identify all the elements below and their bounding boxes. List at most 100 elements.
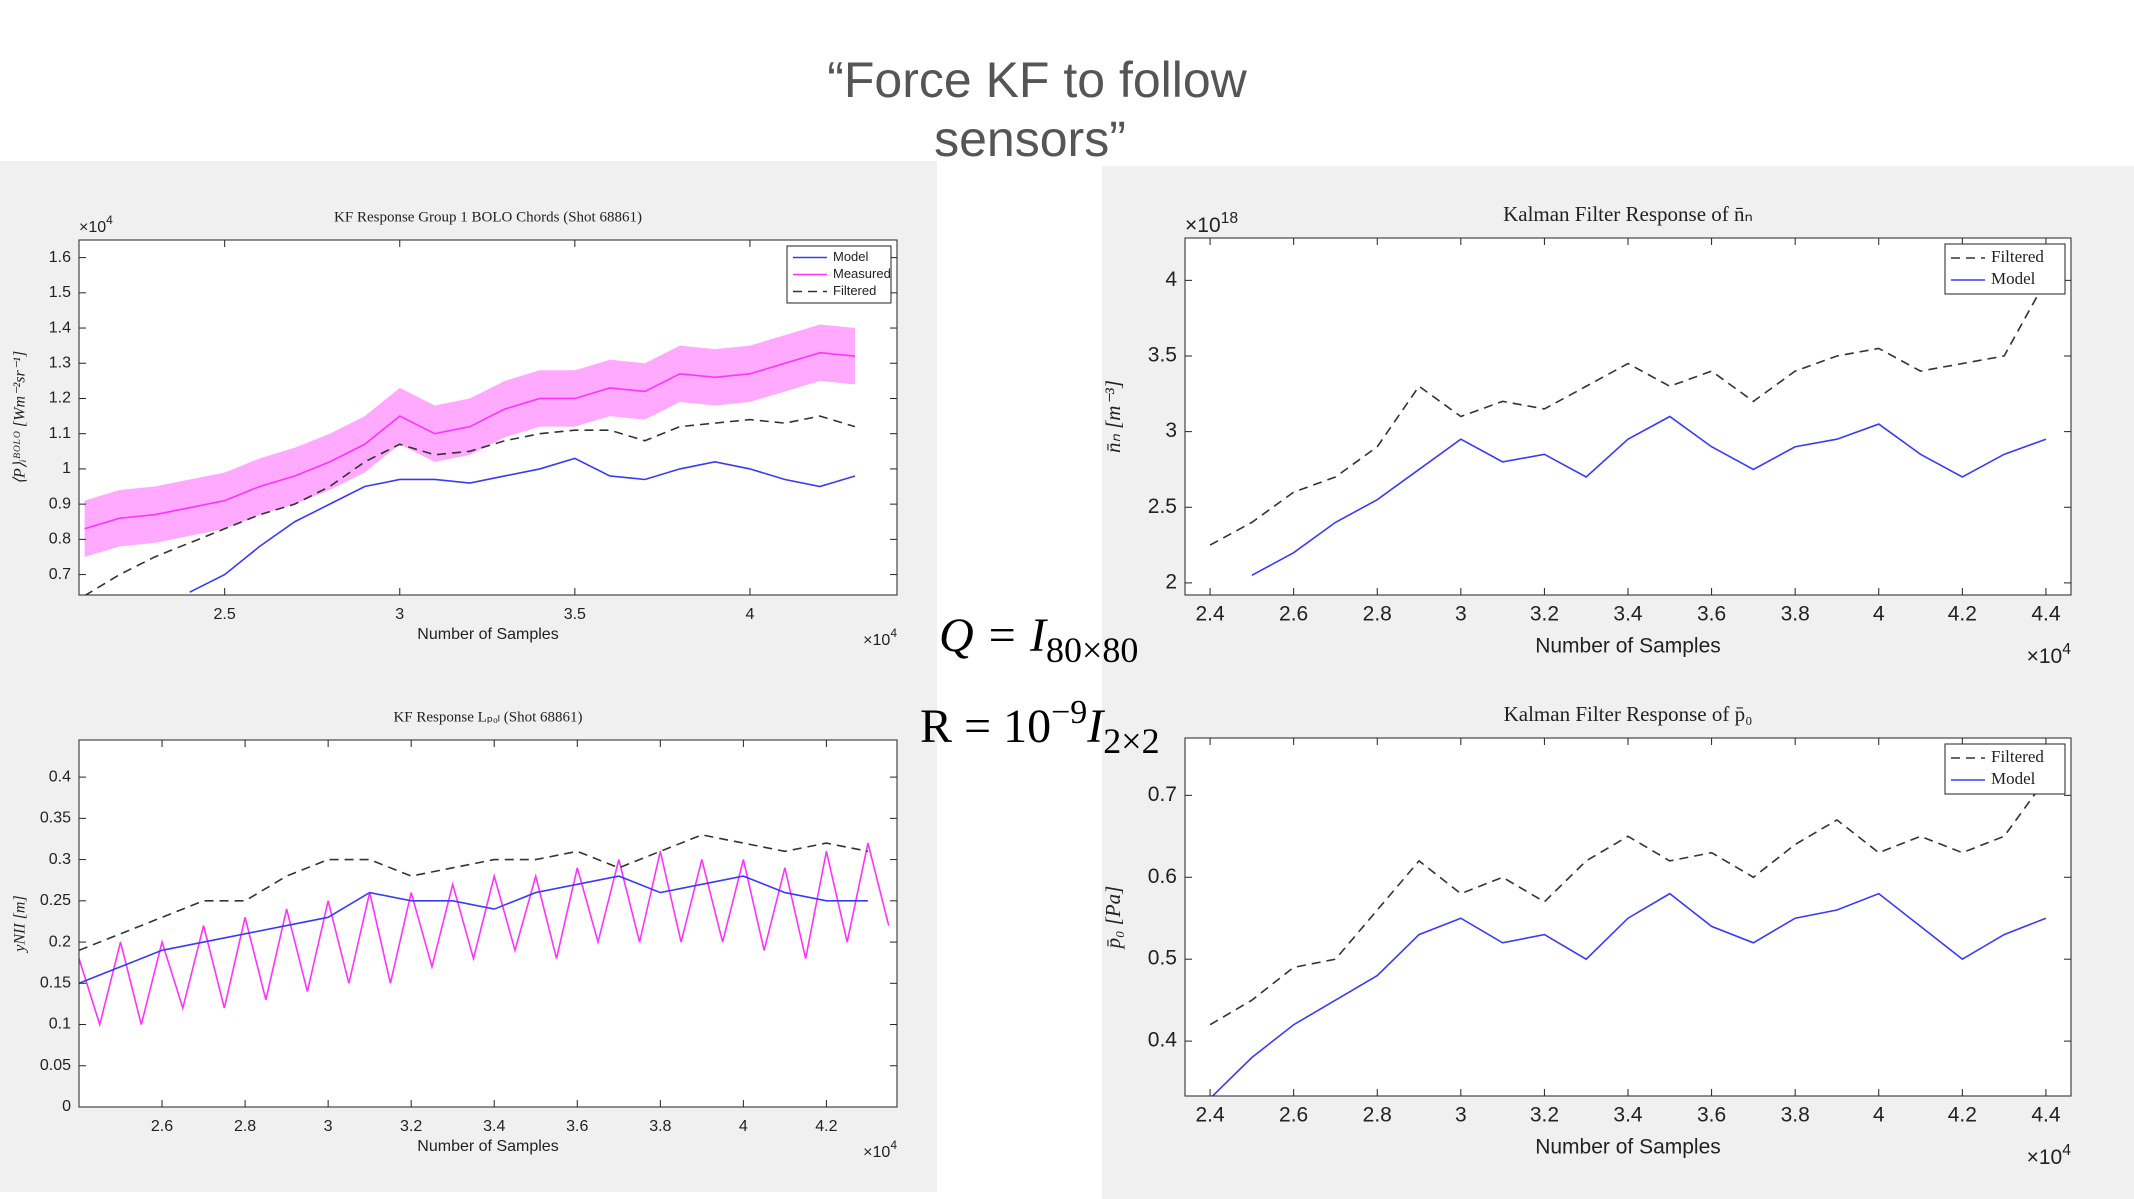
y-tick-label: 1.1	[49, 425, 71, 442]
axis-multiplier: ×104	[2027, 641, 2072, 667]
axis-multiplier: ×104	[79, 213, 113, 236]
x-tick-label: 4.2	[815, 1118, 837, 1135]
y-tick-label: 0.05	[40, 1057, 71, 1074]
x-axis-label: Number of Samples	[1535, 635, 1721, 658]
series-line	[84, 351, 856, 530]
legend-label: Model	[1991, 269, 2036, 288]
y-tick-label: 0.7	[1148, 783, 1177, 806]
eq-main: R = 10	[920, 700, 1051, 753]
multiplier-base: ×10	[2027, 645, 2063, 668]
chart-title: Kalman Filter Response of p̄₀	[1504, 702, 1753, 726]
plot	[79, 834, 890, 1028]
y-tick-label: 0.15	[40, 975, 71, 992]
x-tick-label: 2.5	[214, 606, 236, 623]
y-tick-label: 2	[1165, 570, 1177, 593]
series-line	[79, 834, 869, 952]
multiplier-exp: 4	[106, 213, 113, 227]
y-tick-label: 0.35	[40, 810, 71, 827]
x-tick-label: 2.8	[234, 1118, 256, 1135]
y-tick-label: 3	[1165, 419, 1177, 442]
y-tick-label: 4	[1165, 268, 1177, 291]
x-tick-label: 3	[1455, 603, 1467, 626]
x-tick-label: 2.6	[151, 1118, 173, 1135]
y-tick-label: 0.8	[49, 531, 71, 548]
plot	[84, 324, 856, 595]
series-line	[1209, 778, 2047, 1026]
x-tick-label: 4	[1873, 603, 1885, 626]
x-tick-label: 2.4	[1195, 1104, 1225, 1127]
legend-label: Measured	[833, 266, 891, 281]
x-tick-label: 3.4	[483, 1118, 505, 1135]
axis-multiplier: ×1018	[1185, 210, 1238, 236]
x-tick-label: 4	[1873, 1104, 1885, 1127]
axis-multiplier: ×104	[863, 1138, 897, 1161]
eq-main: I	[1086, 700, 1105, 753]
x-tick-label: 2.8	[1363, 1104, 1392, 1127]
x-tick-label: 4.4	[2031, 1104, 2061, 1127]
x-tick-label: 4	[739, 1118, 748, 1135]
x-tick-label: 4	[745, 606, 754, 623]
legend-label: Model	[1991, 769, 2036, 788]
series-line	[189, 457, 856, 593]
y-tick-label: 1.6	[49, 249, 71, 266]
y-tick-label: 0	[62, 1098, 71, 1115]
chart: 2.4 2.6 2.8 3 3.2 3.4 3.6 3.8 4 4.2 4.4 2 2.5 3 3.5 4 Ka…	[1101, 202, 2072, 658]
x-tick-label: 3.5	[564, 606, 586, 623]
multiplier-exp: 4	[890, 1138, 897, 1152]
y-axis-label: p̄₀ [Pa]	[1101, 886, 1125, 951]
x-tick-label: 4.2	[1948, 1104, 1977, 1127]
y-axis-label: ⟨P⟩ᵢᴮᴼᴸᴼ [Wm⁻²sr⁻¹]	[12, 351, 29, 484]
legend-box	[1944, 743, 2066, 795]
y-tick-label: 2.5	[1148, 495, 1177, 518]
x-tick-label: 3	[324, 1118, 333, 1135]
x-tick-label: 3.2	[1530, 1104, 1559, 1127]
legend-box	[1944, 243, 2066, 295]
multiplier-base: ×10	[1185, 214, 1221, 237]
y-tick-label: 0.25	[40, 892, 71, 909]
y-tick-label: 0.4	[1148, 1029, 1178, 1052]
y-tick-label: 0.1	[49, 1016, 71, 1033]
x-tick-label: 3	[1455, 1104, 1467, 1127]
y-tick-label: 1.2	[49, 390, 71, 407]
multiplier-exp: 4	[2062, 641, 2071, 658]
series-line	[1211, 892, 2047, 1096]
x-tick-label: 3.6	[1697, 1104, 1726, 1127]
x-tick-label: 3.4	[1613, 1104, 1643, 1127]
multiplier-base: ×10	[2027, 1146, 2063, 1169]
plot-area	[1185, 238, 2071, 595]
plot-area	[1185, 738, 2071, 1096]
x-axis-label: Number of Samples	[1535, 1136, 1721, 1159]
y-axis-label: n̄ₙ [m⁻³]	[1101, 380, 1125, 453]
multiplier-base: ×10	[79, 219, 106, 236]
y-tick-label: 0.5	[1148, 947, 1177, 970]
multiplier-exp: 18	[1221, 210, 1239, 227]
slide-title: “Force KF to follow	[827, 52, 1247, 108]
equation: Q = I80×80	[939, 609, 1138, 670]
x-tick-label: 3.8	[1781, 603, 1810, 626]
chart-title: Kalman Filter Response of n̄ₙ	[1503, 202, 1753, 226]
y-tick-label: 0.6	[1148, 865, 1177, 888]
legend-label: Filtered	[1991, 247, 2044, 266]
multiplier-base: ×10	[863, 632, 890, 649]
x-tick-label: 3.4	[1613, 603, 1643, 626]
eq-sub: 80×80	[1046, 630, 1138, 670]
series-line	[79, 842, 890, 1028]
legend-label: Filtered	[1991, 747, 2044, 766]
x-tick-label: 3.8	[1781, 1104, 1810, 1127]
eq-main: Q = I	[939, 609, 1048, 662]
slide-title: sensors”	[934, 111, 1126, 167]
y-tick-label: 3.5	[1148, 344, 1177, 367]
x-axis-label: Number of Samples	[417, 626, 558, 643]
x-tick-label: 3.2	[1530, 603, 1559, 626]
y-tick-label: 0.7	[49, 566, 71, 583]
series-line	[84, 415, 856, 595]
equation: R = 10−9I2×2	[920, 694, 1160, 761]
y-tick-label: 1.4	[49, 319, 71, 336]
x-tick-label: 4.4	[2031, 603, 2061, 626]
plot-frame	[78, 239, 898, 596]
y-tick-label: 0.3	[49, 851, 71, 868]
series-line	[1251, 415, 2047, 577]
x-tick-label: 3	[395, 606, 404, 623]
